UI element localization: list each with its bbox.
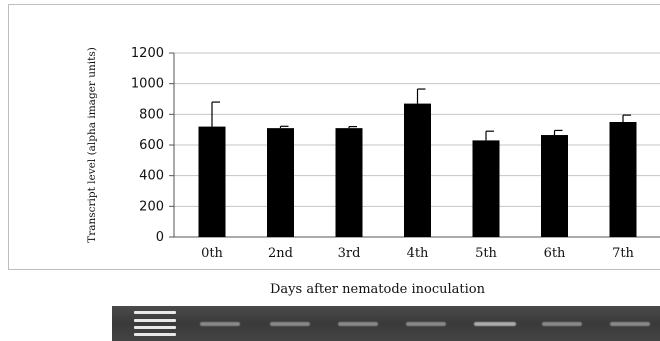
y-tick-label: 600 <box>139 138 164 153</box>
ladder-band <box>134 319 176 322</box>
x-tick-label: 5th <box>475 246 497 261</box>
error-bars <box>211 88 631 141</box>
x-tick-label: 3rd <box>338 246 361 261</box>
bar <box>472 140 500 237</box>
x-tick-label: 4th <box>407 246 429 261</box>
ladder-band <box>134 311 176 314</box>
lane-band <box>338 322 378 326</box>
lane-band <box>270 322 310 326</box>
y-tick-label: 200 <box>139 199 164 214</box>
x-tick-label: 6th <box>544 246 566 261</box>
x-tick-label: 7th <box>612 246 634 261</box>
bar <box>267 128 294 237</box>
y-tick-label: 800 <box>139 107 164 122</box>
bar <box>541 135 568 237</box>
x-tick-labels: 0th 2nd 3rd 4th 5th 6th 7th <box>201 246 634 261</box>
gel-electrophoresis-image <box>112 306 660 341</box>
lane-band <box>610 322 650 326</box>
x-axis-label: Days after nematode inoculation <box>270 282 485 297</box>
y-axis-label: Transcript level (alpha imager units) <box>86 47 98 243</box>
bar <box>404 103 431 237</box>
bar <box>198 126 226 237</box>
ladder-band <box>134 333 176 336</box>
y-tick-labels: 0 200 400 600 800 1000 1200 <box>131 46 164 245</box>
bar <box>335 128 363 237</box>
lane-band <box>406 322 446 326</box>
lane-band <box>542 322 582 326</box>
lane-band <box>200 322 240 326</box>
bar-chart: 0 200 400 600 800 1000 1200 0th 2nd 3rd 4th 5th 6th… <box>86 46 660 261</box>
x-tick-label: 0th <box>201 246 223 261</box>
x-tick-label: 2nd <box>268 246 293 261</box>
bars <box>198 103 637 237</box>
ladder-band <box>134 326 176 329</box>
y-tick-label: 400 <box>139 169 164 184</box>
y-tick-label: 0 <box>156 230 164 245</box>
bar <box>609 122 637 237</box>
y-tick-label: 1000 <box>131 77 164 92</box>
lane-band <box>474 322 516 326</box>
y-tick-label: 1200 <box>131 46 164 61</box>
chart-frame: 0 200 400 600 800 1000 1200 0th 2nd 3rd 4th 5th 6th… <box>8 4 660 270</box>
